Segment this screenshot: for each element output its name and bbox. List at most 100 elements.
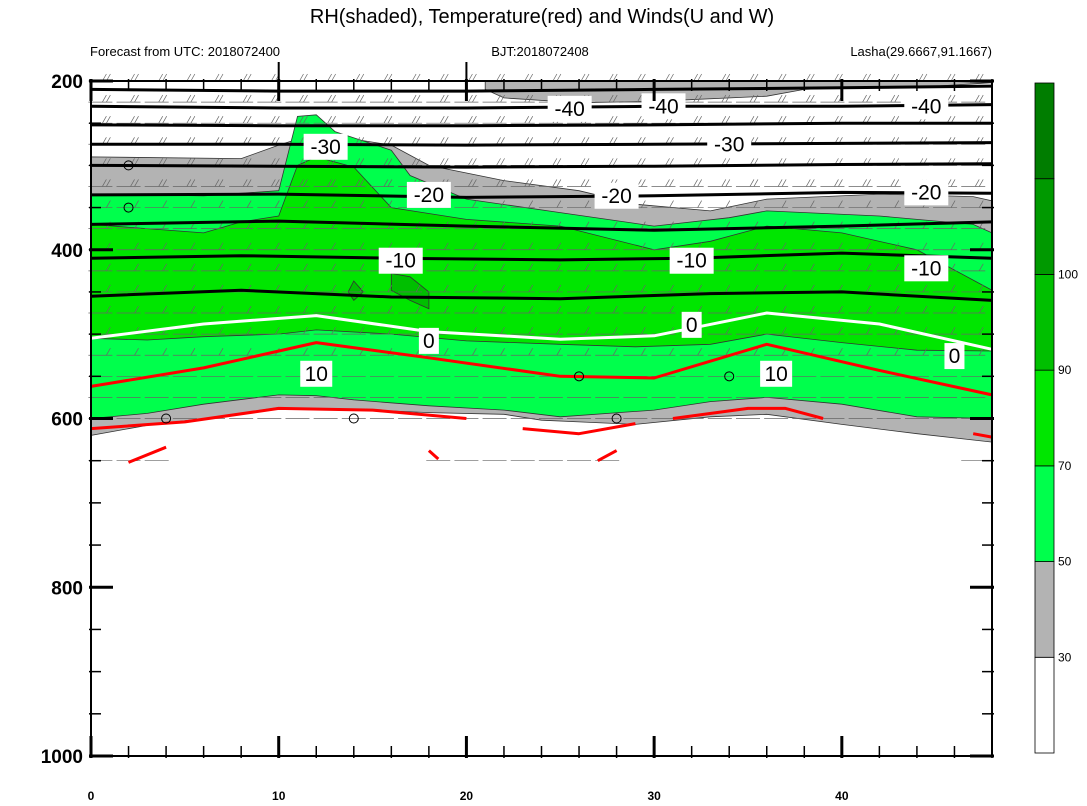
colorbar-swatch-6 (1034, 82, 1055, 180)
wind-barb-flag (214, 116, 220, 124)
wind-barb-flag (158, 94, 164, 103)
wind-barb-flag (246, 179, 252, 187)
wind-barb-flag (524, 116, 530, 124)
wind-barb-flag (190, 326, 196, 335)
wind-barb-flag (809, 284, 815, 293)
wind-barb-flag (439, 158, 445, 166)
wind-barb-flag (331, 348, 336, 356)
wind-barb-flag (950, 242, 956, 250)
wind-barb-flag (838, 242, 843, 250)
wind-barb-flag (693, 73, 698, 82)
wind-barb-flag (725, 284, 731, 293)
wind-barb-flag (134, 116, 139, 124)
wind-barb-flag (218, 73, 224, 82)
wind-barb-flag (556, 305, 562, 314)
chart-title: RH(shaded), Temperature(red) and Winds(U… (310, 6, 774, 28)
wind-barb-flag (472, 179, 477, 187)
calm-marker-layer (123, 160, 735, 424)
subtitle-right: Lasha(29.6667,91.1667) (850, 44, 992, 59)
wind-barb-flag (472, 305, 477, 314)
wind-barb-flag (299, 179, 304, 187)
wind-barb-flag (950, 179, 956, 187)
wind-barb-flag (978, 94, 984, 103)
wind-barb-flag (439, 94, 445, 103)
wind-barb-flag (890, 73, 896, 82)
wind-barb-flag (218, 116, 224, 124)
wind-barb-flag (443, 305, 449, 314)
wind-barb-flag (134, 284, 139, 293)
wind-barb-flag (809, 73, 815, 82)
temperature-line-13 (672, 406, 824, 420)
wind-barb-flag (637, 73, 642, 82)
wind-barb-flag (158, 116, 164, 124)
wind-barb-flag (500, 116, 505, 124)
wind-barb-flag (443, 263, 449, 272)
wind-barb-flag (894, 284, 900, 293)
wind-barb-flag (387, 200, 393, 208)
wind-barb-flag (612, 221, 618, 229)
wind-barb-flag (214, 179, 220, 187)
contour-label-bg-6 (594, 182, 639, 209)
wind-barb-flag (612, 326, 618, 335)
contour-label-bg-14 (300, 360, 333, 387)
wind-barb-flag (299, 158, 304, 166)
temperature-line-12 (522, 422, 636, 436)
wind-barb-flag (218, 305, 224, 314)
wind-barb-flag (753, 284, 759, 293)
wind-barb-flag (749, 73, 755, 82)
wind-barb-flag (359, 284, 365, 293)
wind-barb-flag (387, 73, 393, 82)
wind-barb-flag (443, 348, 449, 356)
wind-barb-flag (246, 158, 252, 166)
wind-barb-flag (500, 137, 505, 145)
wind-barb-flag (866, 73, 871, 82)
wind-barb-flag (697, 116, 702, 124)
contour-label-bg-9 (669, 247, 714, 274)
wind-barb-flag (584, 263, 590, 272)
wind-barb-flag (355, 94, 361, 103)
wind-barb-flag (838, 263, 843, 272)
wind-barb-flag (246, 305, 252, 314)
wind-barb-flag (608, 116, 614, 124)
wind-barb-flag (218, 242, 224, 250)
calm-marker-5 (611, 413, 622, 424)
wind-barb-flag (359, 242, 365, 250)
wind-barb-flag (721, 116, 727, 124)
calm-marker-1 (123, 202, 134, 213)
wind-barb-flag (190, 158, 196, 166)
temperature-line-15 (427, 449, 440, 461)
wind-barb-flag (415, 305, 421, 314)
wind-barb-flag (524, 73, 530, 82)
wind-barb-flag (528, 242, 534, 250)
wind-barb-flag (242, 73, 248, 82)
calm-marker-6 (724, 371, 735, 382)
wind-barb-flag (299, 73, 304, 82)
wind-barb-flag (355, 137, 361, 145)
plot-area: -40 -40 -40 -30 -30 -20 -20 -20 -10 -10 -10 0 0 0 10 10 (88, 73, 993, 757)
wind-barb-flag (809, 94, 815, 103)
wind-barb-flag (838, 348, 843, 356)
wind-barb-flag (359, 73, 365, 82)
contour-label-9: -10 (676, 250, 706, 273)
wind-barb-flag (439, 73, 445, 82)
wind-barb-flag (468, 179, 473, 187)
wind-barb-flag (246, 116, 252, 124)
wind-barb-flag (411, 73, 417, 82)
wind-barb-flag (753, 73, 759, 82)
wind-barb-flag (838, 326, 843, 335)
colorbar: 30 50 70 90 100 (1034, 82, 1078, 754)
wind-barb-flag (411, 137, 417, 145)
wind-barb-flag (641, 242, 646, 250)
wind-barb-flag (612, 284, 618, 293)
wind-barb-flag (186, 179, 192, 187)
wind-barb-flag (862, 179, 867, 187)
wind-barb-flag (556, 158, 562, 166)
wind-barb-flag (246, 73, 252, 82)
colorbar-label-100: 100 (1058, 267, 1078, 281)
y-tick-label-200: 200 (51, 72, 83, 93)
wind-barb-flag (918, 73, 924, 82)
wind-barb-flag (665, 158, 670, 166)
wind-barb-flag (162, 284, 168, 293)
wind-barb-flag (218, 326, 224, 335)
contour-label-bg-13 (944, 343, 965, 370)
